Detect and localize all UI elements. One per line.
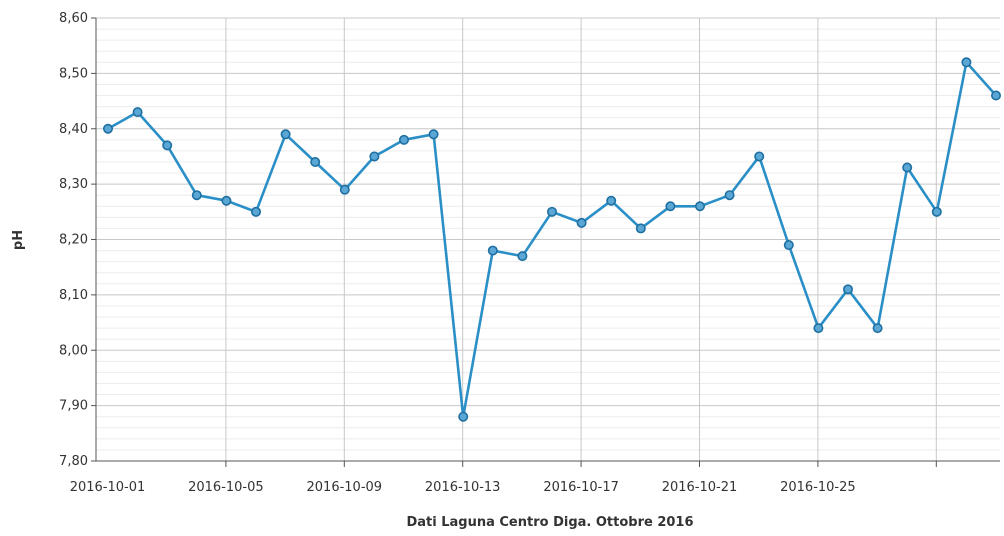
y-tick-label: 8,20	[59, 233, 88, 248]
y-tick-label: 8,60	[59, 11, 88, 26]
data-point	[280, 129, 291, 140]
data-point	[931, 206, 942, 217]
data-point	[487, 245, 498, 256]
data-point	[369, 151, 380, 162]
data-point	[162, 140, 173, 151]
x-tick-label: 2016-10-13	[425, 480, 501, 495]
x-tick-label: 2016-10-09	[307, 480, 383, 495]
data-point	[576, 217, 587, 228]
y-tick-label: 7,90	[59, 399, 88, 414]
x-tick-label: 2016-10-05	[188, 480, 264, 495]
x-tick-label: 2016-10-21	[662, 480, 738, 495]
data-point	[783, 240, 794, 251]
data-point	[754, 151, 765, 162]
data-point	[842, 284, 853, 295]
x-tick-label: 2016-10-01	[70, 480, 146, 495]
data-point	[902, 162, 913, 173]
data-point	[724, 190, 735, 201]
y-tick-label: 8,50	[59, 66, 88, 81]
y-tick-label: 8,40	[59, 122, 88, 137]
data-point	[398, 134, 409, 145]
series-layer	[103, 57, 1001, 422]
data-point	[310, 156, 321, 167]
y-axis-ticks: 7,80 7,90 8,00 8,10 8,20 8,30 8,40 8,50 8,60	[59, 11, 96, 469]
data-point	[635, 223, 646, 234]
data-point	[428, 129, 439, 140]
data-point	[517, 251, 528, 262]
data-point	[221, 195, 232, 206]
data-point	[606, 195, 617, 206]
data-point	[546, 206, 557, 217]
data-point	[694, 201, 705, 212]
y-axis-title: pH	[11, 230, 26, 250]
data-point	[191, 190, 202, 201]
data-point	[813, 323, 824, 334]
data-point	[132, 107, 143, 118]
data-point	[872, 323, 883, 334]
data-point	[665, 201, 676, 212]
x-axis-title: Dati Laguna Centro Diga. Ottobre 2016	[406, 515, 693, 530]
y-tick-label: 7,80	[59, 454, 88, 469]
x-tick-label: 2016-10-17	[543, 480, 619, 495]
x-axis-ticks: 2016-10-01 2016-10-05 2016-10-09 2016-10-13…	[70, 461, 937, 495]
data-point	[103, 123, 114, 134]
data-point	[339, 184, 350, 195]
data-point	[961, 57, 972, 68]
y-tick-label: 8,00	[59, 343, 88, 358]
x-tick-label: 2016-10-25	[780, 480, 856, 495]
data-point	[990, 90, 1001, 101]
data-point	[458, 411, 469, 422]
y-tick-label: 8,10	[59, 288, 88, 303]
y-tick-label: 8,30	[59, 177, 88, 192]
data-point	[251, 206, 262, 217]
